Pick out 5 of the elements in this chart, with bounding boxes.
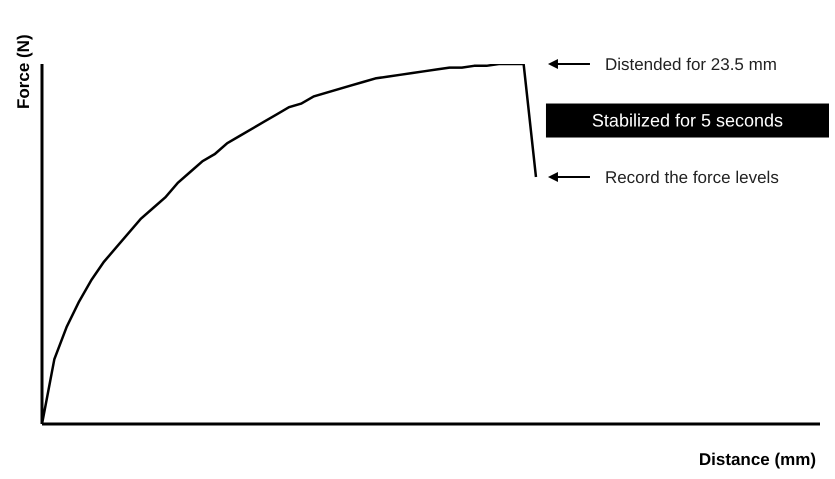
- y-axis-title: Force (N): [14, 34, 34, 109]
- annotation: Stabilized for 5 seconds: [592, 110, 784, 131]
- annotation: Record the force levels: [604, 168, 779, 188]
- x-axis-title: Distance (mm): [698, 450, 816, 469]
- annotation: Distended for 23.5 mm: [604, 55, 777, 74]
